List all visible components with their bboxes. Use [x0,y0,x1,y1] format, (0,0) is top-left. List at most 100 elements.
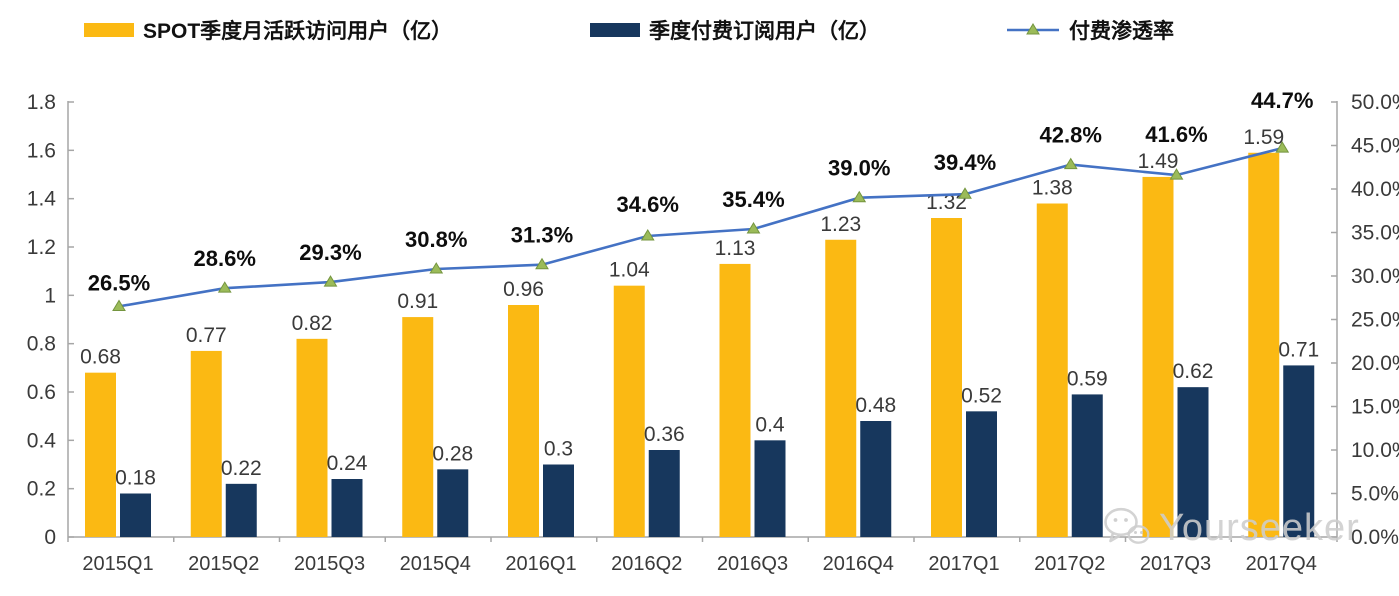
penetration-marker [323,275,338,287]
mau-bar-label: 0.82 [292,312,333,335]
paid-bar [754,440,786,537]
left-axis-tick-label: 1.4 [27,188,57,211]
paid-bar-label: 0.48 [855,394,896,417]
x-axis-label: 2016Q1 [505,553,576,575]
paid-bar [437,469,469,537]
penetration-marker [535,257,549,270]
mau-legend-swatch [84,23,134,37]
right-axis-tick-label: 0.0% [1351,526,1399,549]
penetration-label: 29.3% [299,240,361,265]
penetration-label: 44.7% [1251,88,1313,113]
mau-bar-label: 0.91 [397,290,438,313]
paid-bar [225,483,257,537]
mau-bar-label: 1.49 [1138,150,1179,173]
legend-item-paid: 季度付费订阅用户（亿） [590,17,880,43]
left-axis-tick-label: 1.6 [27,139,56,162]
mau-bar-label: 1.23 [820,213,861,236]
x-axis-label: 2015Q1 [82,553,153,575]
x-axis-label: 2017Q4 [1246,553,1317,575]
right-axis-tick-label: 35.0% [1351,222,1399,245]
legend-item-mau: SPOT季度月活跃访问用户（亿） [84,17,452,43]
x-axis-label: 2016Q4 [823,553,894,575]
penetration-marker [1275,141,1290,153]
mau-bar-label: 1.38 [1032,177,1073,200]
penetration-marker [429,262,444,274]
paid-bar-label: 0.71 [1278,338,1319,361]
penetration-label: 30.8% [405,227,467,252]
penetration-marker [112,299,126,311]
mau-bar-label: 0.96 [503,278,544,301]
right-axis-tick-label: 25.0% [1351,309,1399,332]
paid-bar-label: 0.59 [1067,367,1108,390]
penetration-line [118,146,1283,308]
penetration-marker [1063,157,1078,170]
legend-item-penetration: 付费渗透率 [1006,17,1174,43]
mau-bar [85,372,116,537]
mau-bar-label: 1.13 [715,237,756,260]
penetration-label: 28.6% [194,246,256,271]
paid-bar [1071,394,1103,537]
x-axis-label: 2017Q2 [1034,553,1105,575]
left-axis-tick-label: 0.8 [27,333,56,356]
paid-bar [966,411,997,537]
left-axis-tick-label: 0.2 [27,478,56,501]
penetration-marker [1169,168,1184,180]
paid-legend-label: 季度付费订阅用户（亿） [649,20,880,43]
mau-bar [190,350,222,537]
mau-legend-label: SPOT季度月活跃访问用户（亿） [143,20,453,43]
mau-bar [1142,176,1174,537]
paid-bar-label: 0.22 [221,457,262,480]
paid-legend-swatch [590,23,640,37]
mau-bar-label: 1.32 [926,191,967,214]
paid-bar [331,479,363,537]
paid-bar-label: 0.36 [644,423,685,446]
paid-bar [1177,387,1209,537]
mau-bar [296,338,328,537]
penetration-label: 35.4% [722,187,784,212]
penetration-marker [958,187,972,199]
penetration-line-swatch [1007,23,1059,35]
paid-bar [1283,365,1315,537]
paid-bar [860,421,892,537]
right-axis-tick-label: 45.0% [1351,135,1399,158]
x-axis-label: 2017Q3 [1140,553,1211,575]
right-axis-tick-label: 15.0% [1351,396,1399,419]
penetration-marker [217,281,232,293]
paid-bar-label: 0.52 [961,384,1002,407]
right-axis-tick-label: 10.0% [1351,439,1399,462]
x-axis-label: 2016Q2 [611,553,682,575]
mau-bar [719,263,751,537]
mau-bar [1036,203,1068,537]
right-axis-tick-label: 20.0% [1351,352,1399,375]
paid-bar-label: 0.18 [115,467,156,490]
mau-bar [825,239,857,537]
paid-bar-label: 0.24 [327,452,368,475]
left-axis-tick-label: 0.6 [27,381,56,404]
left-axis-tick-label: 0 [44,526,56,549]
paid-bar-label: 0.3 [544,438,573,461]
mau-bar [613,285,645,537]
paid-bar-label: 0.4 [755,413,785,436]
mau-bar-label: 0.68 [80,346,121,369]
x-axis-label: 2015Q4 [400,553,471,575]
penetration-label: 42.8% [1040,123,1102,148]
penetration-marker [852,190,867,203]
right-axis-tick-label: 30.0% [1351,265,1399,288]
x-axis-label: 2016Q3 [717,553,788,575]
penetration-marker [746,222,761,234]
penetration-label: 26.5% [88,270,150,295]
left-axis-tick-label: 1 [44,284,56,307]
penetration-label: 41.6% [1145,122,1207,147]
left-axis-tick-label: 0.4 [27,429,57,452]
penetration-label: 39.0% [828,156,890,181]
paid-bar [648,450,680,537]
mau-bar [508,305,539,537]
right-axis-tick-label: 40.0% [1351,178,1399,201]
x-axis-label: 2015Q3 [294,553,365,575]
x-axis-label: 2017Q1 [928,553,999,575]
mau-bar [1248,152,1280,537]
penetration-marker [640,229,655,241]
mau-bar [931,218,962,537]
left-axis-tick-label: 1.2 [27,236,56,259]
